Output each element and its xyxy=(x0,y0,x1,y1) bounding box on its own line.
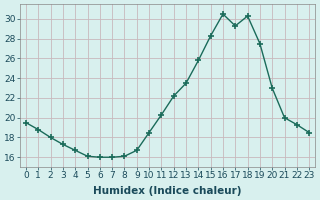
X-axis label: Humidex (Indice chaleur): Humidex (Indice chaleur) xyxy=(93,186,242,196)
